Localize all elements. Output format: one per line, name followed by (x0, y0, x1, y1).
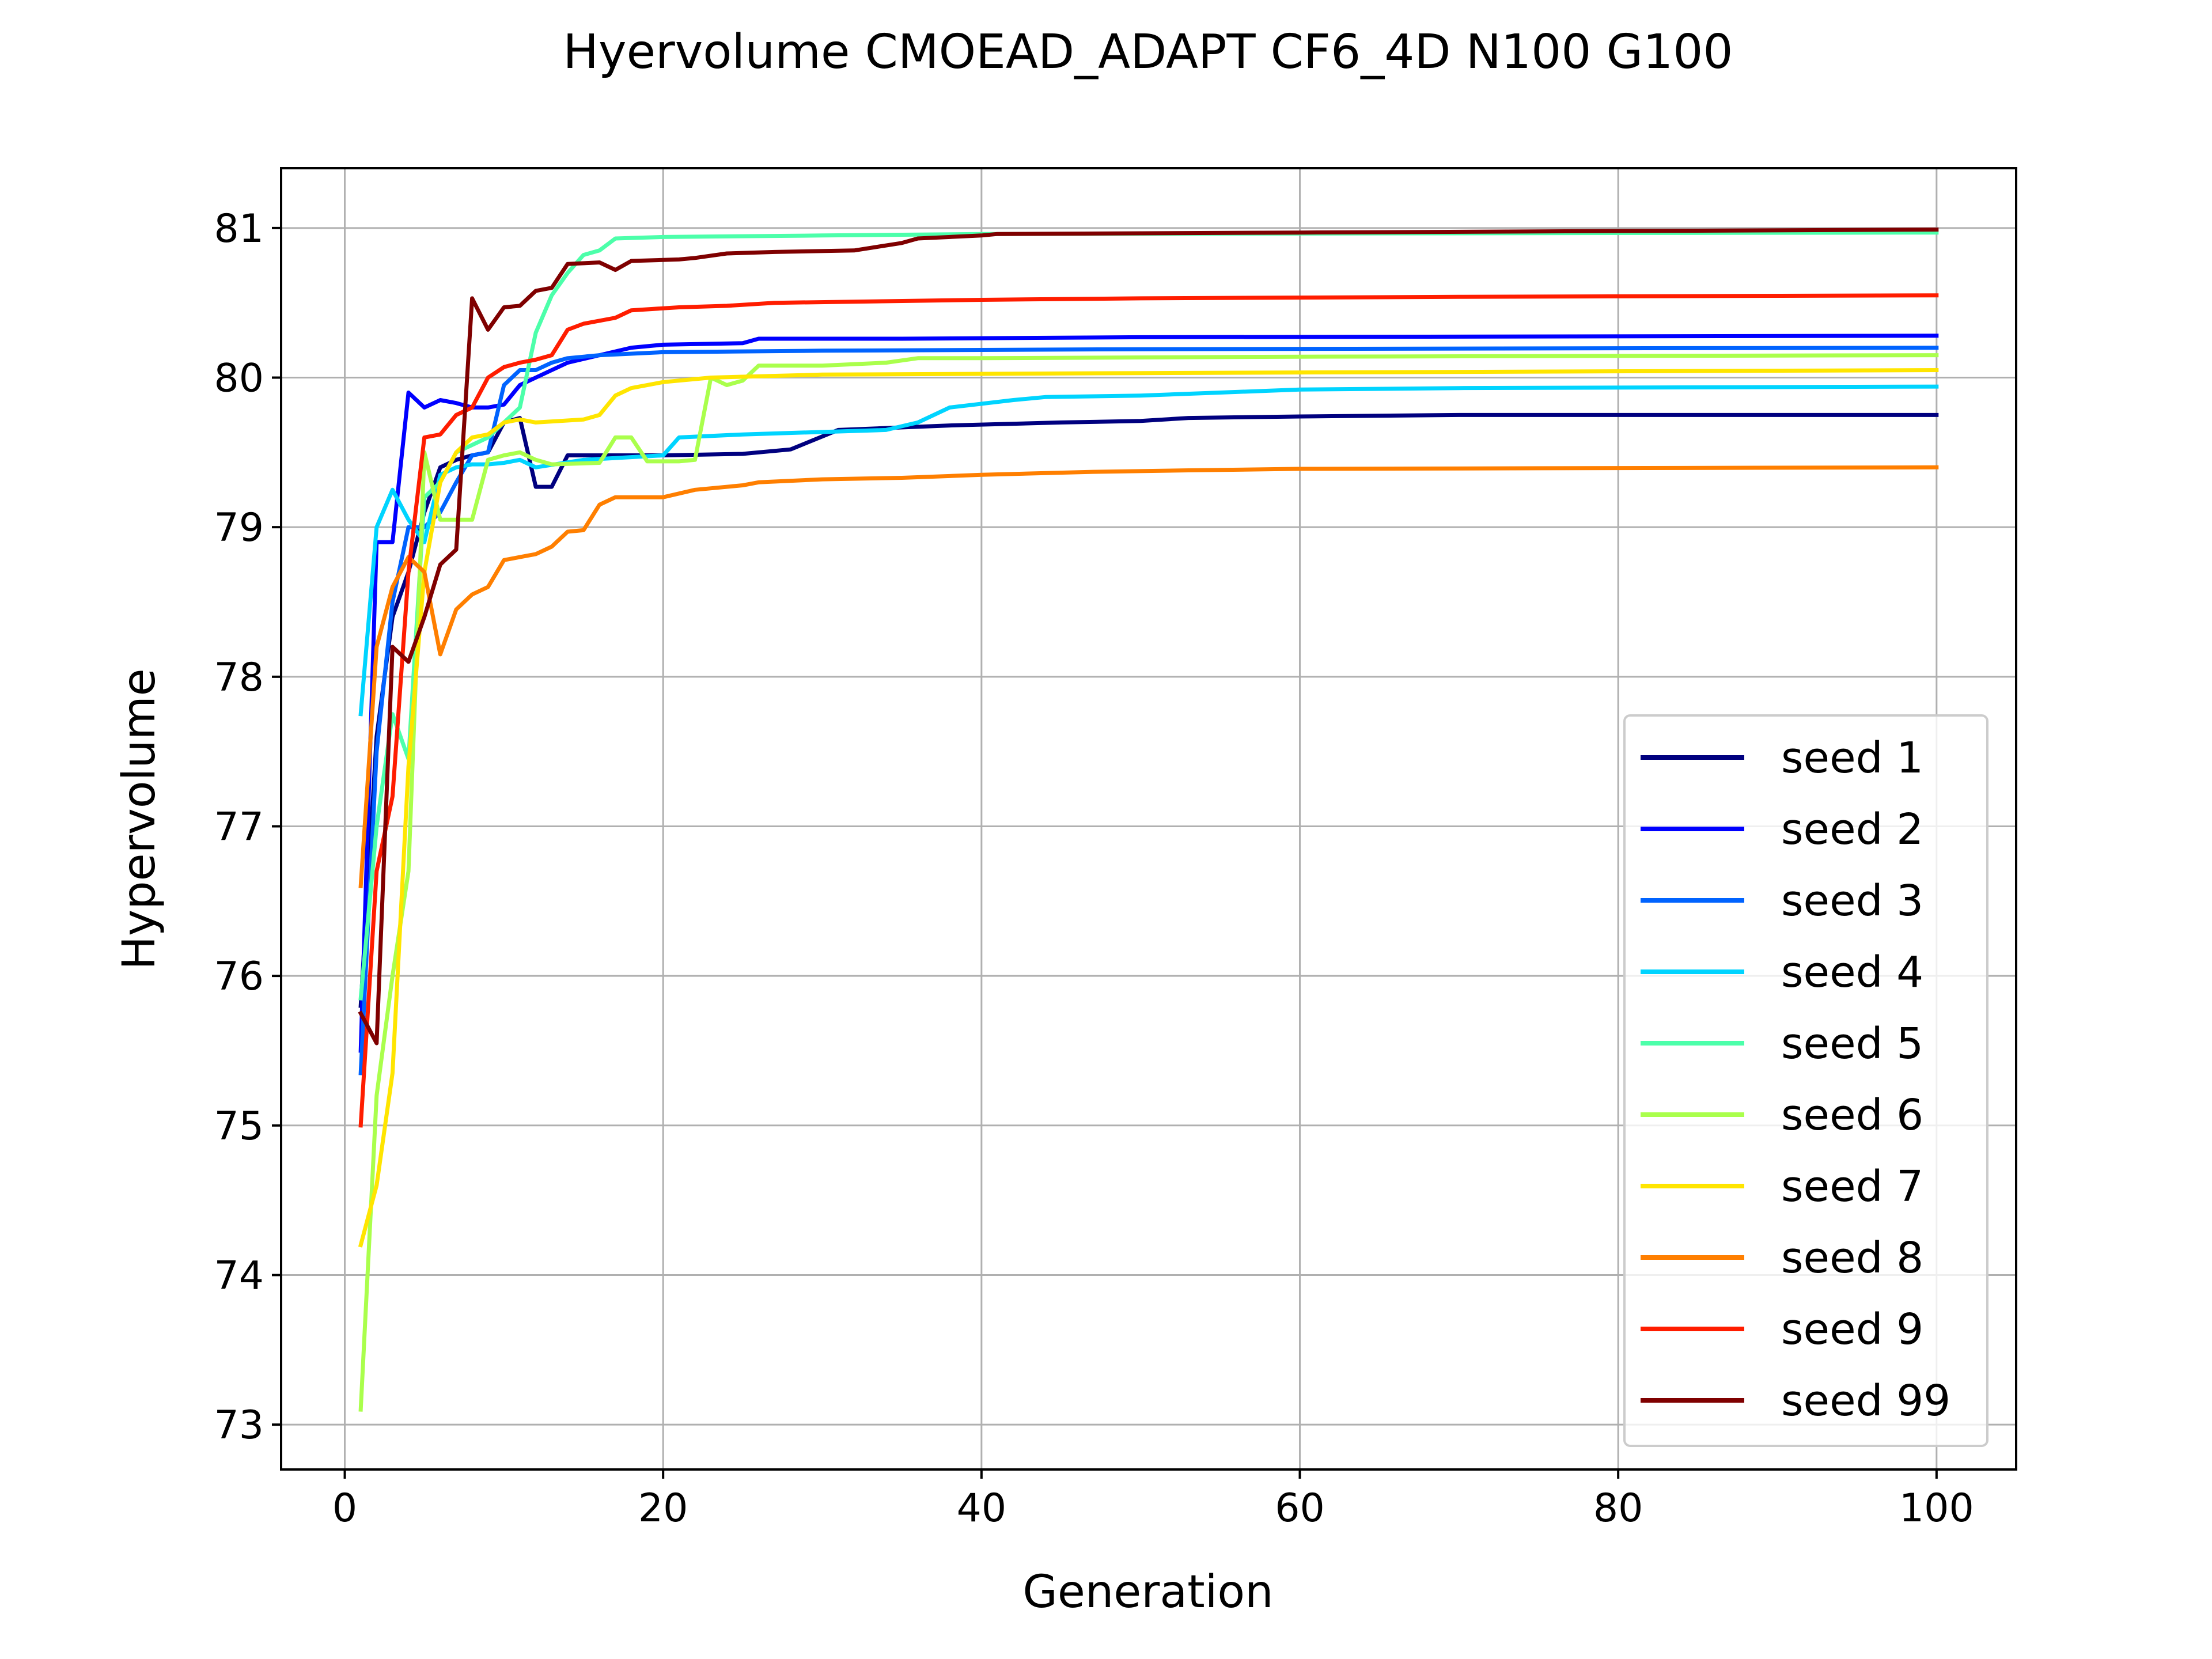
series-layer (358, 227, 1939, 1412)
legend-label: seed 2 (1781, 805, 1923, 854)
x-tick-label: 80 (1593, 1486, 1643, 1531)
legend-label: seed 5 (1781, 1019, 1923, 1069)
x-tick-label: 100 (1899, 1486, 1974, 1531)
y-tick-label: 80 (214, 356, 264, 402)
legend-label: seed 7 (1781, 1162, 1923, 1211)
x-tick-label: 20 (638, 1486, 688, 1531)
series-line-seed-9 (358, 293, 1939, 1128)
y-tick-label: 75 (214, 1104, 264, 1149)
y-tick-label: 77 (214, 804, 264, 850)
x-tick-label: 0 (332, 1486, 357, 1531)
legend-label: seed 6 (1781, 1090, 1923, 1140)
series-line-seed-8 (358, 465, 1939, 889)
legend-label: seed 8 (1781, 1233, 1923, 1283)
legend-label: seed 99 (1781, 1376, 1950, 1426)
series-line-seed-6 (358, 353, 1939, 1412)
legend-label: seed 4 (1781, 948, 1923, 997)
series-line-seed-4 (358, 384, 1939, 717)
tick-layer: 0 20 40 60 80 100 73 74 75 76 77 78 79 80 81 (214, 206, 1974, 1531)
series-line-seed-2 (358, 334, 1939, 1053)
series-line-seed-7 (358, 368, 1939, 1248)
legend-label: seed 1 (1781, 733, 1923, 783)
legend: seed 1 seed 2 seed 3 seed 4 seed 5 seed 6 seed… (1623, 714, 1988, 1447)
y-tick-label: 76 (214, 954, 264, 999)
series-line-seed-3 (358, 346, 1939, 1075)
y-tick-label: 74 (214, 1253, 264, 1298)
y-tick-label: 78 (214, 655, 264, 700)
x-tick-label: 40 (957, 1486, 1007, 1531)
y-tick-label: 81 (214, 206, 264, 252)
legend-label: seed 9 (1781, 1305, 1923, 1354)
legend-label: seed 3 (1781, 876, 1923, 926)
y-tick-label: 79 (214, 505, 264, 551)
y-tick-label: 73 (214, 1403, 264, 1448)
series-line-seed-5 (358, 230, 1939, 1001)
chart-title: Hyervolume CMOEAD_ADAPT CF6_4D N100 G100 (563, 25, 1733, 79)
legend-entries: seed 1 seed 2 seed 3 seed 4 seed 5 seed 6 seed… (1641, 733, 1950, 1426)
x-tick-label: 60 (1275, 1486, 1325, 1531)
series-line-seed-99 (358, 227, 1939, 1046)
y-axis-label: Hypervolume (113, 668, 165, 969)
plot-frame (280, 167, 2017, 1471)
x-axis-label: Generation (1022, 1566, 1273, 1618)
